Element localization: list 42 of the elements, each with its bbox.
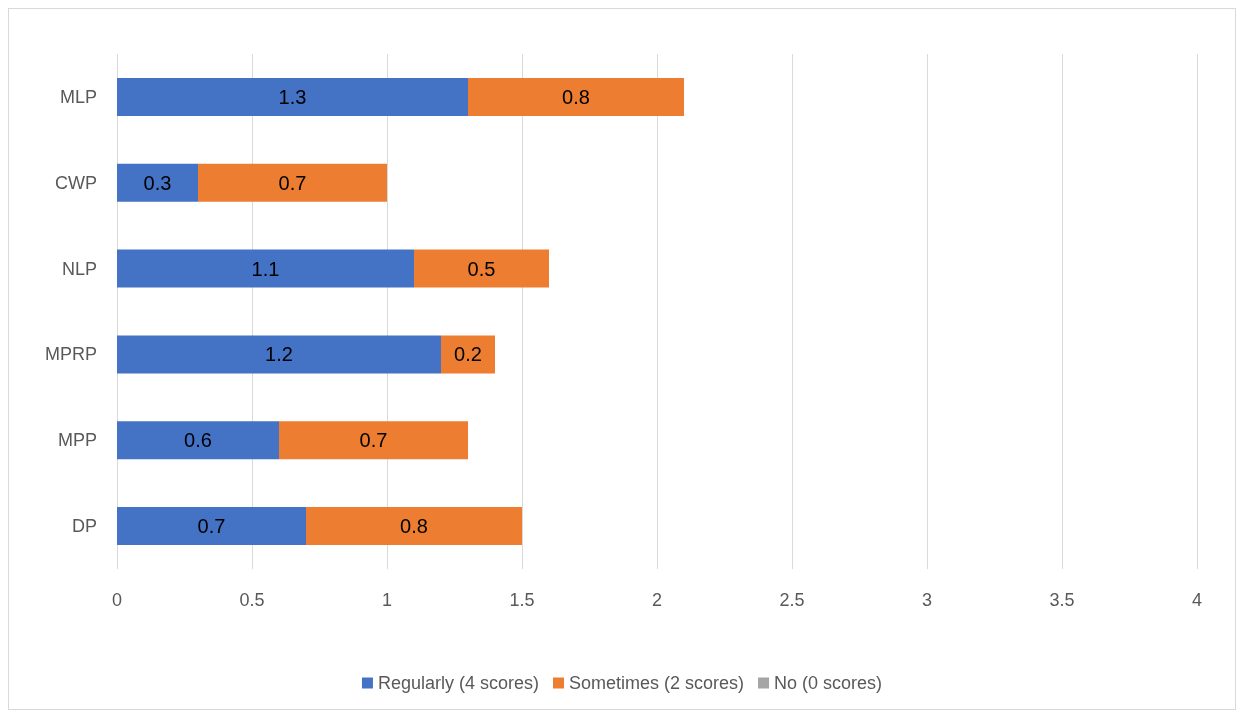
bar bbox=[117, 163, 198, 202]
data-label: 0.2 bbox=[454, 343, 482, 366]
data-label: 1.3 bbox=[278, 85, 307, 108]
data-label: 0.6 bbox=[184, 429, 212, 452]
data-label: 0.8 bbox=[400, 515, 428, 538]
bar bbox=[279, 421, 468, 460]
y-tick-label: NLP bbox=[61, 258, 97, 279]
data-label: 0.8 bbox=[562, 85, 590, 108]
bar bbox=[441, 335, 495, 374]
x-tick-label: 3 bbox=[921, 590, 933, 610]
legend-label: No (0 scores) bbox=[774, 673, 883, 693]
x-tick-label: 3.5 bbox=[1049, 590, 1075, 610]
x-tick-label: 0 bbox=[111, 590, 123, 610]
y-tick-label: CWP bbox=[55, 172, 97, 193]
y-tick-label: MLP bbox=[59, 86, 97, 107]
x-tick-label: 0.5 bbox=[239, 590, 265, 610]
y-tick-label: MPP bbox=[57, 430, 97, 451]
y-tick-label: MPRP bbox=[44, 344, 97, 365]
x-tick-label: 4 bbox=[1191, 590, 1203, 610]
y-tick-label: DP bbox=[71, 516, 97, 537]
bar bbox=[198, 163, 387, 202]
bar bbox=[468, 77, 684, 116]
data-label: 0.5 bbox=[467, 257, 496, 280]
bar bbox=[117, 335, 441, 374]
data-label: 0.7 bbox=[278, 171, 307, 194]
bar bbox=[414, 249, 549, 288]
bar bbox=[117, 77, 468, 116]
data-label: 1.1 bbox=[251, 257, 280, 280]
legend-label: Regularly (4 scores) bbox=[377, 673, 539, 693]
data-label: 0.3 bbox=[143, 171, 172, 194]
bar bbox=[117, 249, 414, 288]
data-label: 1.2 bbox=[265, 343, 293, 366]
bar bbox=[117, 421, 279, 460]
data-label: 0.7 bbox=[197, 515, 226, 538]
legend-label: Sometimes (2 scores) bbox=[568, 673, 745, 693]
bar bbox=[306, 507, 522, 546]
bar bbox=[117, 507, 306, 546]
data-label: 0.7 bbox=[359, 429, 388, 452]
x-tick-label: 2.5 bbox=[779, 590, 805, 610]
x-tick-label: 2 bbox=[651, 590, 663, 610]
x-tick-label: 1 bbox=[381, 590, 393, 610]
x-tick-label: 1.5 bbox=[509, 590, 535, 610]
